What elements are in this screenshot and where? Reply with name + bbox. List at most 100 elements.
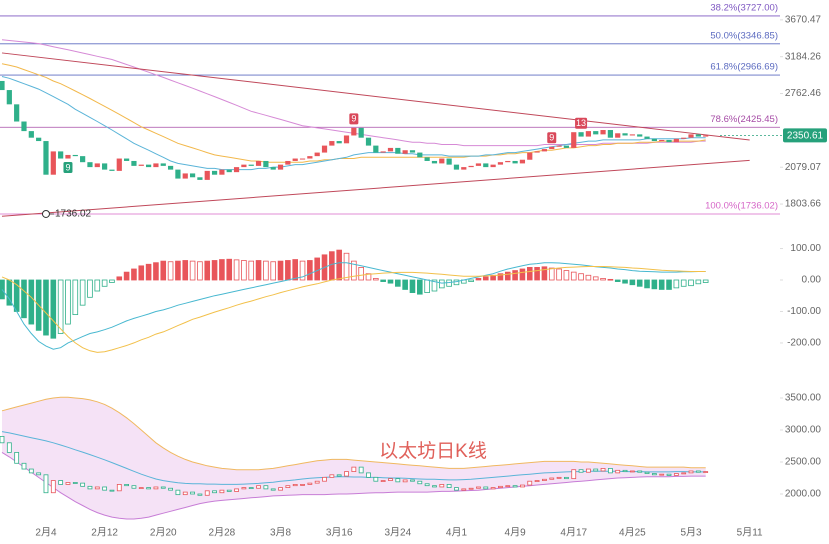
- macd-bar: [336, 249, 342, 281]
- candle: [263, 160, 269, 168]
- candle: [468, 165, 474, 168]
- candle: [431, 160, 438, 164]
- macd-bar: [94, 279, 101, 292]
- macd-bar: [307, 260, 313, 281]
- mini-candle: [681, 472, 687, 475]
- macd-bar: [446, 279, 452, 287]
- candle: [36, 137, 42, 142]
- x-tick-label: 4月9: [505, 527, 527, 539]
- y-tick-label: 2500.00: [785, 457, 822, 468]
- candle: [549, 146, 555, 150]
- macd-bar: [248, 260, 255, 281]
- macd-bar: [607, 278, 614, 281]
- candle: [277, 164, 284, 170]
- candle: [124, 158, 130, 161]
- mini-candle: [58, 480, 64, 485]
- low-label: 1736.02: [55, 209, 92, 220]
- x-tick-label: 3月8: [270, 527, 292, 539]
- mini-candle: [65, 482, 71, 485]
- y-tick-label: -200.00: [787, 338, 821, 349]
- mini-candle: [607, 468, 613, 474]
- mini-candle: [234, 488, 239, 492]
- candle: [285, 160, 291, 165]
- candle: [226, 169, 232, 173]
- setup-badge: [349, 113, 359, 125]
- mini-candle: [358, 466, 364, 474]
- mini-candle: [651, 473, 657, 476]
- candle: [387, 147, 394, 152]
- mini-candle: [43, 474, 49, 494]
- candle: [651, 138, 657, 142]
- candle: [365, 137, 372, 146]
- mini-candle: [432, 485, 437, 488]
- candle: [453, 164, 460, 170]
- macd-bar: [87, 279, 93, 298]
- trendline: [1, 159, 750, 217]
- mini-candle: [263, 485, 269, 490]
- macd-bar: [116, 276, 123, 281]
- mini-candle: [564, 476, 569, 480]
- mini-candle: [87, 485, 93, 490]
- mini-candle: [410, 479, 415, 482]
- band-fill: [2, 397, 706, 519]
- mini-candle: [50, 480, 56, 494]
- candle: [153, 163, 159, 168]
- candle: [622, 133, 628, 136]
- x-tick-label: 2月20: [150, 527, 177, 539]
- mini-candle: [204, 490, 210, 496]
- candle: [248, 164, 254, 166]
- macd-bar: [299, 260, 306, 281]
- x-tick-label: 4月17: [560, 527, 587, 539]
- macd-bar: [72, 279, 79, 316]
- candle: [475, 163, 482, 166]
- macd-bar: [600, 278, 606, 281]
- candle: [593, 131, 599, 135]
- mini-candle: [344, 471, 349, 477]
- macd-line: [1, 262, 706, 350]
- macd-bar: [497, 273, 504, 281]
- candle: [189, 173, 196, 178]
- y-tick-label: 3184.26: [785, 51, 822, 62]
- mini-candle: [549, 477, 555, 480]
- candle: [607, 130, 613, 138]
- y-tick-label: 2000.00: [785, 489, 822, 500]
- mini-candle: [615, 469, 621, 474]
- candle: [241, 164, 247, 168]
- macd-bar: [673, 279, 680, 289]
- setup-badge: [547, 132, 557, 144]
- last-price-label: 2350.61: [787, 131, 824, 142]
- mini-candle: [388, 478, 393, 481]
- macd-bar: [263, 260, 269, 281]
- macd-bar: [629, 279, 636, 286]
- candle: [58, 151, 64, 159]
- mini-candle: [586, 468, 591, 473]
- candle: [292, 158, 298, 161]
- candle: [6, 90, 12, 105]
- candle: [380, 151, 386, 153]
- macd-bar: [402, 279, 408, 290]
- mini-candle: [600, 468, 606, 472]
- macd-bar: [329, 251, 335, 281]
- candle: [270, 167, 276, 170]
- macd-bar: [453, 279, 460, 286]
- mini-candle: [168, 487, 173, 491]
- candle: [615, 133, 621, 138]
- mini-candle: [402, 479, 408, 483]
- macd-bar: [182, 260, 189, 281]
- y-tick-label: 1803.66: [785, 199, 822, 210]
- macd-bar: [431, 279, 438, 292]
- y-tick-label: 3000.00: [785, 425, 822, 436]
- macd-line: [1, 266, 706, 353]
- watermark: 以太坊日K线: [379, 440, 487, 462]
- mini-candle: [21, 462, 27, 470]
- candle: [336, 141, 342, 144]
- macd-bar: [233, 259, 240, 281]
- macd-bar: [153, 262, 159, 281]
- mini-candle: [527, 480, 533, 486]
- mini-candle: [270, 488, 276, 491]
- mini-candle: [116, 484, 122, 492]
- mini-candle: [534, 480, 540, 482]
- candle: [94, 163, 100, 168]
- candle: [688, 134, 694, 138]
